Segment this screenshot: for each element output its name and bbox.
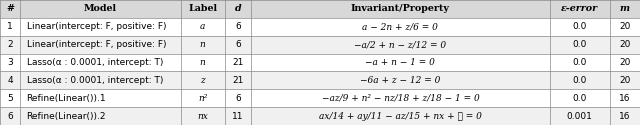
Text: 16: 16 [619, 112, 630, 121]
Text: ε-error: ε-error [561, 4, 598, 13]
Text: Lasso(α : 0.0001, intercept: T): Lasso(α : 0.0001, intercept: T) [26, 76, 163, 85]
Text: 5: 5 [7, 94, 13, 103]
Bar [0, 107, 640, 125]
Text: −6a + z − 12 = 0: −6a + z − 12 = 0 [360, 76, 440, 85]
Text: 21: 21 [232, 76, 244, 85]
Text: 6: 6 [7, 112, 13, 121]
Text: Invariant/Property: Invariant/Property [351, 4, 450, 13]
Text: −az/9 + n² − nz/18 + z/18 − 1 = 0: −az/9 + n² − nz/18 + z/18 − 1 = 0 [321, 94, 479, 103]
Text: n²: n² [198, 94, 207, 103]
Bar [0, 89, 640, 107]
Text: #: # [6, 4, 14, 13]
Text: z: z [200, 76, 205, 85]
Bar [0, 0, 640, 18]
Text: 20: 20 [620, 58, 630, 67]
Bar [0, 36, 640, 54]
Text: Lasso(α : 0.0001, intercept: T): Lasso(α : 0.0001, intercept: T) [26, 58, 163, 67]
Bar [0, 54, 640, 71]
Text: n: n [200, 40, 205, 49]
Text: 16: 16 [619, 94, 630, 103]
Text: nx: nx [197, 112, 208, 121]
Text: 6: 6 [235, 40, 241, 49]
Text: 0.0: 0.0 [573, 58, 587, 67]
Text: Linear(intercept: F, positive: F): Linear(intercept: F, positive: F) [26, 22, 166, 31]
Text: 6: 6 [235, 94, 241, 103]
Text: 0.0: 0.0 [573, 76, 587, 85]
Text: a − 2n + z/6 = 0: a − 2n + z/6 = 0 [362, 22, 438, 31]
Text: Label: Label [188, 4, 218, 13]
Text: 2: 2 [7, 40, 13, 49]
Text: 4: 4 [7, 76, 13, 85]
Text: n: n [200, 58, 205, 67]
Text: 20: 20 [620, 40, 630, 49]
Bar [0, 18, 640, 36]
Text: ax/14 + ay/11 − az/15 + nx + ⋯ = 0: ax/14 + ay/11 − az/15 + nx + ⋯ = 0 [319, 112, 482, 121]
Text: −a/2 + n − z/12 = 0: −a/2 + n − z/12 = 0 [355, 40, 447, 49]
Bar [0, 71, 640, 89]
Text: 20: 20 [620, 22, 630, 31]
Text: 11: 11 [232, 112, 244, 121]
Text: m: m [620, 4, 630, 13]
Text: a: a [200, 22, 205, 31]
Text: Linear(intercept: F, positive: F): Linear(intercept: F, positive: F) [26, 40, 166, 49]
Text: 21: 21 [232, 58, 244, 67]
Text: −a + n − 1 = 0: −a + n − 1 = 0 [365, 58, 435, 67]
Text: 1: 1 [7, 22, 13, 31]
Text: 0.0: 0.0 [573, 94, 587, 103]
Text: 20: 20 [620, 76, 630, 85]
Text: 0.0: 0.0 [573, 22, 587, 31]
Text: Refine(Linear()).2: Refine(Linear()).2 [26, 112, 106, 121]
Text: 0.0: 0.0 [573, 40, 587, 49]
Text: 6: 6 [235, 22, 241, 31]
Text: 0.001: 0.001 [567, 112, 593, 121]
Text: Refine(Linear()).1: Refine(Linear()).1 [26, 94, 106, 103]
Text: Model: Model [84, 4, 117, 13]
Text: 3: 3 [7, 58, 13, 67]
Text: d: d [235, 4, 241, 13]
